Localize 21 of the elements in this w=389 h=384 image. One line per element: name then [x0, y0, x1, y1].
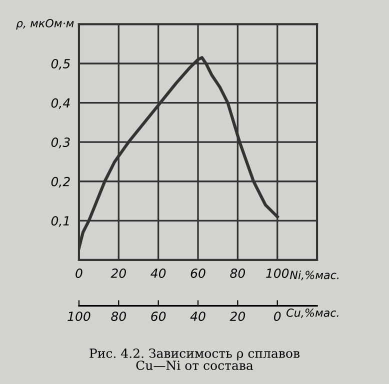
text: Рис. 4.2. Зависимость ρ сплавов Cu—Ni от состава	[90, 348, 300, 370]
y-tick-label: 0,1	[51, 216, 69, 227]
x-tick-label: 80	[230, 268, 246, 278]
y-axis-title: ρ, мкОм·м	[16, 19, 74, 30]
x2-tick-label: 80	[111, 312, 126, 322]
x-axis-title: Ni,%мас.	[290, 270, 338, 280]
y-tick-label: 0,2	[51, 176, 70, 188]
x2-tick-label: 0	[274, 312, 281, 322]
x-tick-label: 100	[266, 268, 289, 278]
x-tick-label: 0	[76, 268, 82, 278]
x-tick-label: 20	[110, 268, 126, 278]
x-tick-label: 40	[150, 268, 166, 278]
x2-tick-label: 100	[68, 312, 90, 322]
x-tick-label: 60	[190, 268, 206, 278]
x2-tick-label: 60	[151, 312, 166, 322]
x2-tick-label: 40	[190, 312, 206, 322]
y-tick-label: 0,5	[51, 58, 70, 70]
y-tick-label: 0,4	[51, 98, 70, 109]
x2-axis-title: Cu,%мас.	[286, 308, 338, 318]
y-tick-label: 0,3	[51, 138, 70, 148]
x2-tick-label: 20	[230, 312, 246, 322]
